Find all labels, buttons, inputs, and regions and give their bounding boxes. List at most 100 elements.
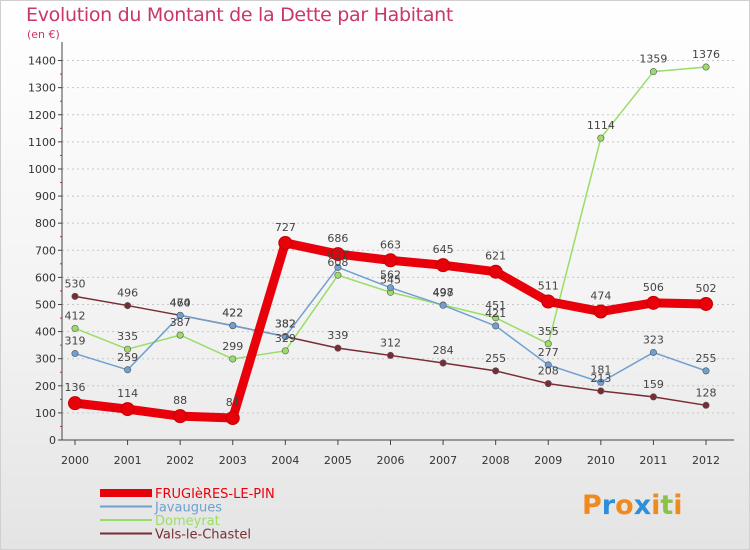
data-point: [124, 302, 132, 310]
data-label: 208: [538, 365, 559, 378]
data-point: [649, 348, 657, 356]
data-point: [544, 380, 552, 388]
data-label: 1359: [639, 53, 667, 66]
data-label: 422: [222, 307, 243, 320]
data-label: 114: [117, 387, 138, 400]
data-point: [334, 263, 342, 271]
data-point: [699, 296, 713, 311]
data-label: 621: [485, 250, 506, 263]
data-label: 545: [380, 273, 401, 286]
x-tick-label: 2007: [429, 454, 457, 467]
data-label: 277: [538, 346, 559, 359]
data-label: 382: [275, 317, 296, 330]
data-point: [278, 235, 293, 250]
data-point: [597, 378, 605, 386]
data-point: [176, 311, 184, 319]
data-point: [597, 387, 605, 395]
data-label: 255: [696, 352, 717, 365]
x-tick-label: 2012: [692, 454, 720, 467]
y-tick-label: 900: [35, 190, 56, 203]
data-label: 136: [65, 381, 86, 394]
data-label: 608: [327, 256, 348, 269]
data-point: [544, 340, 552, 348]
data-label: 498: [433, 286, 454, 299]
x-tick-label: 2005: [324, 454, 352, 467]
data-label: 213: [590, 372, 611, 385]
data-label: 159: [643, 378, 664, 391]
unit-label: (en €): [27, 28, 60, 41]
data-label: 460: [170, 296, 191, 309]
data-label: 335: [117, 330, 138, 343]
data-label: 323: [643, 333, 664, 346]
data-label: 663: [380, 238, 401, 251]
data-point: [439, 359, 447, 367]
legend-label: FRUGIèRES-LE-PIN: [155, 487, 275, 502]
x-tick-label: 2008: [482, 454, 510, 467]
data-label: 474: [170, 296, 191, 309]
y-tick-label: 500: [35, 298, 56, 311]
data-label: 255: [485, 352, 506, 365]
data-point: [225, 411, 240, 426]
data-label: 496: [117, 287, 138, 300]
data-label: 319: [65, 335, 86, 348]
y-tick-label: 800: [35, 217, 56, 230]
data-label: 474: [590, 290, 611, 303]
data-label: 645: [433, 243, 454, 256]
data-point: [176, 331, 184, 339]
data-point: [330, 247, 345, 262]
data-point: [334, 271, 342, 279]
x-tick-label: 2003: [219, 454, 247, 467]
x-tick-label: 2002: [166, 454, 194, 467]
data-point: [488, 264, 503, 279]
x-tick-label: 2011: [639, 454, 667, 467]
y-tick-label: 700: [35, 244, 56, 257]
data-label: 637: [327, 248, 348, 261]
y-tick-label: 200: [35, 380, 56, 393]
data-label: 506: [643, 281, 664, 294]
legend-label: Vals-le-Chastel: [155, 528, 251, 543]
data-label: 355: [538, 325, 559, 338]
logo-letter: P: [582, 490, 602, 521]
data-point: [541, 294, 556, 309]
y-tick-label: 1000: [28, 163, 56, 176]
data-label: 81: [226, 396, 240, 409]
data-label: 727: [275, 221, 296, 234]
data-label: 312: [380, 336, 401, 349]
data-point: [649, 393, 657, 401]
data-label: 382: [275, 317, 296, 330]
data-point: [386, 351, 394, 359]
data-label: 421: [485, 307, 506, 320]
data-label: 502: [696, 282, 717, 295]
data-point: [281, 332, 289, 340]
logo-letter: i: [651, 490, 661, 521]
data-point: [71, 324, 79, 332]
data-label: 329: [275, 332, 296, 345]
data-label: 497: [433, 286, 454, 299]
data-label: 299: [222, 340, 243, 353]
data-point: [593, 304, 608, 319]
data-label: 412: [65, 309, 86, 322]
y-tick-label: 1300: [28, 82, 56, 95]
x-tick-label: 2010: [587, 454, 615, 467]
data-point: [71, 292, 79, 300]
data-label: 339: [327, 329, 348, 342]
y-tick-label: 1100: [28, 136, 56, 149]
data-label: 259: [117, 351, 138, 364]
data-point: [281, 347, 289, 355]
data-point: [544, 361, 552, 369]
data-point: [492, 314, 500, 322]
logo-letter: r: [601, 490, 616, 521]
chart-title: Evolution du Montant de la Dette par Hab…: [26, 4, 454, 26]
data-label: 1114: [587, 119, 615, 132]
data-point: [386, 284, 394, 292]
data-point: [702, 367, 710, 375]
data-point: [702, 401, 710, 409]
data-label: 128: [696, 386, 717, 399]
x-tick-label: 2001: [114, 454, 142, 467]
legend-label: Javaugues: [154, 501, 222, 516]
y-tick-label: 300: [35, 353, 56, 366]
x-tick-label: 2009: [534, 454, 562, 467]
data-point: [597, 134, 605, 142]
